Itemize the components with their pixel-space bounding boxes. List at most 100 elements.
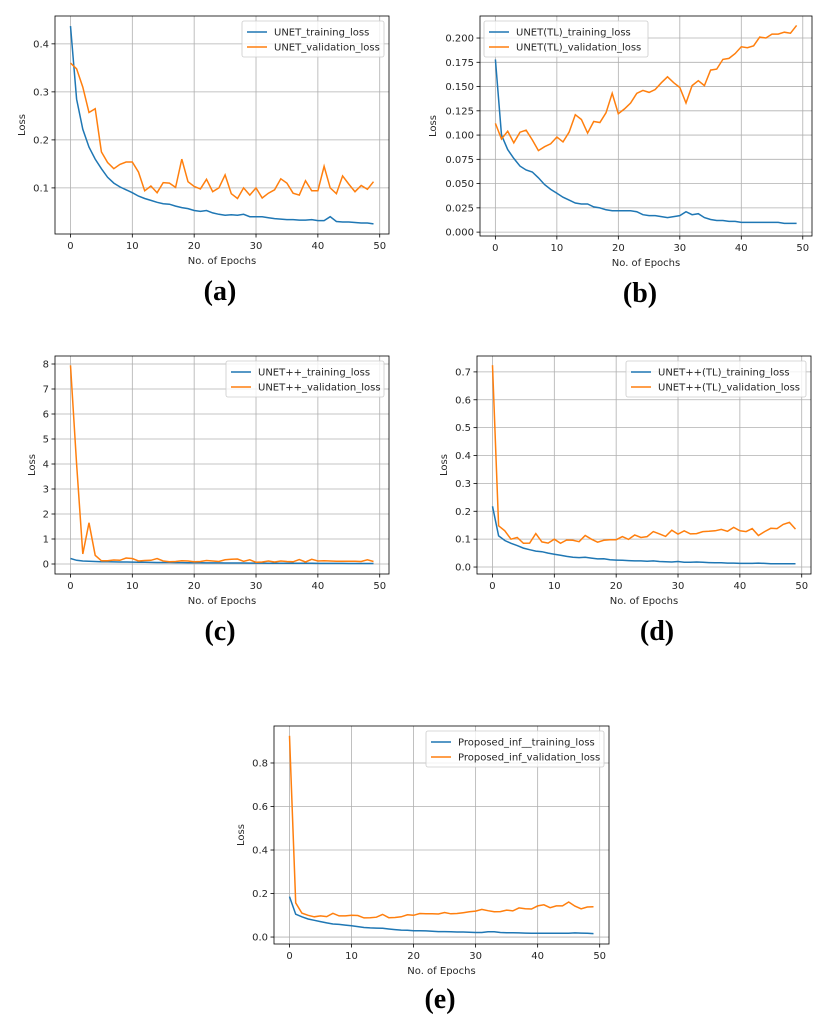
y-tick-label: 5 [43,435,49,446]
subplot-a: 0 10 20 30 40 50 0.1 0.2 0.3 0.4 No. of Epochs Loss… [17,15,390,307]
y-tick-label: 0.6 [455,395,471,406]
y-tick-label: 0.4 [33,39,49,50]
y-tick-label: 8 [43,360,49,371]
x-tick-label: 30 [673,243,686,254]
x-tick-label: 40 [531,951,544,962]
x-tick-label: 50 [593,951,606,962]
legend-label: UNET++(TL)_training_loss [658,368,790,379]
x-tick-label: 40 [312,581,325,592]
series-line-unet-validation-loss [69,62,375,200]
x-tick-label: 30 [250,581,263,592]
legend: Proposed_inf__training_loss Proposed_inf_… [425,730,605,768]
y-tick-label: 0.4 [455,451,471,462]
x-tick-label: 10 [126,581,139,592]
y-tick-label: 1 [43,535,49,546]
legend-box [241,20,385,58]
axes-frame [479,15,813,237]
y-tick-label: 0.1 [455,535,471,546]
series-line-unet-training-loss [70,557,374,565]
series-line-proposed-inf-training-loss [288,896,594,935]
x-tick-label: 50 [373,241,386,252]
legend-box [225,360,385,398]
legend-label: UNET++(TL)_validation_loss [658,383,800,394]
y-tick-label: 0.2 [33,135,49,146]
x-tick-label: 0 [492,243,498,254]
x-tick-label: 20 [610,581,623,592]
x-axis-label: No. of Epochs [612,258,680,269]
y-tick-label: 0.7 [455,367,471,378]
x-tick-label: 20 [407,951,420,962]
x-tick-label: 20 [188,241,201,252]
y-axis-label: Loss [439,454,450,476]
y-tick-label: 7 [43,385,49,396]
legend-label: Proposed_inf_validation_loss [458,753,600,764]
x-tick-label: 50 [795,581,808,592]
x-tick-label: 10 [345,951,358,962]
y-tick-label: 0.8 [252,758,268,769]
x-tick-label: 0 [489,581,495,592]
subplot-c: 0 10 20 30 40 50 0 1 2 3 4 5 6 7 8 No. of Epochs Loss UNE… [27,355,390,647]
axes-frame [54,15,390,235]
subplot-caption: (c) [204,616,235,647]
y-tick-label: 0.200 [445,34,474,45]
x-tick-label: 50 [796,243,809,254]
y-tick-label: 6 [43,410,49,421]
legend-box [425,730,605,768]
y-tick-label: 0.2 [252,889,268,900]
y-tick-label: 4 [43,460,49,471]
legend: UNET_training_loss UNET_validation_loss [241,20,385,58]
legend-box [483,20,649,58]
y-tick-label: 0.4 [252,846,268,857]
legend: UNET++(TL)_training_loss UNET++(TL)_valid… [625,360,807,398]
y-tick-label: 0 [43,560,49,571]
series-line-unet-tl-validation-loss [491,365,797,545]
legend: UNET(TL)_training_loss UNET(TL)_validatio… [483,20,649,58]
x-axis-label: No. of Epochs [188,596,256,607]
y-tick-label: 3 [43,485,49,496]
y-tick-label: 0.1 [33,183,49,194]
legend-label: UNET(TL)_training_loss [516,28,631,39]
x-tick-label: 0 [67,581,73,592]
legend-label: UNET_training_loss [274,28,369,39]
subplot-caption: (a) [204,276,237,307]
subplot-d: 0 10 20 30 40 50 0.0 0.1 0.2 0.3 0.4 0.5 0.6 0.7 No. o… [439,355,812,647]
x-tick-label: 20 [612,243,625,254]
x-tick-label: 0 [286,951,292,962]
subplot-b: 0 10 20 30 40 50 0.000 0.025 0.050 0.075 0.100 0.12… [428,15,813,309]
y-tick-label: 0.025 [445,203,474,214]
y-tick-label: 0.175 [445,58,474,69]
y-tick-label: 0.3 [33,87,49,98]
series-line-unet-tl-training-loss [494,59,797,225]
axes-frame [273,725,610,945]
y-tick-label: 0.075 [445,155,474,166]
x-tick-label: 40 [734,581,747,592]
subplot-caption: (d) [640,616,674,647]
legend-label: UNET_validation_loss [274,43,380,54]
subplot-e: 0 10 20 30 40 50 0.0 0.2 0.4 0.6 0.8 No. of Epochs L… [236,725,610,1015]
legend: UNET++_training_loss UNET++_validation_lo… [225,360,385,398]
series-line-unet-training-loss [69,26,374,225]
series-line-proposed-inf-validation-loss [288,735,594,919]
y-axis-label: Loss [17,114,28,136]
axes-frame [54,355,390,575]
legend-label: Proposed_inf__training_loss [458,738,595,749]
x-tick-label: 30 [469,951,482,962]
x-tick-label: 0 [67,241,73,252]
series-line-unet-validation-loss [69,365,374,564]
x-tick-label: 40 [735,243,748,254]
y-tick-label: 0.6 [252,802,268,813]
x-tick-label: 30 [672,581,685,592]
legend-label: UNET(TL)_validation_loss [516,43,641,54]
x-axis-label: No. of Epochs [188,256,256,267]
y-tick-label: 0.125 [445,106,474,117]
x-tick-label: 10 [550,243,563,254]
legend-label: UNET++_training_loss [258,368,370,379]
y-axis-label: Loss [236,824,247,846]
axes-frame [476,355,812,575]
x-axis-label: No. of Epochs [407,966,475,977]
y-tick-label: 0.050 [445,179,474,190]
y-axis-label: Loss [428,115,439,137]
y-tick-label: 0.5 [455,423,471,434]
